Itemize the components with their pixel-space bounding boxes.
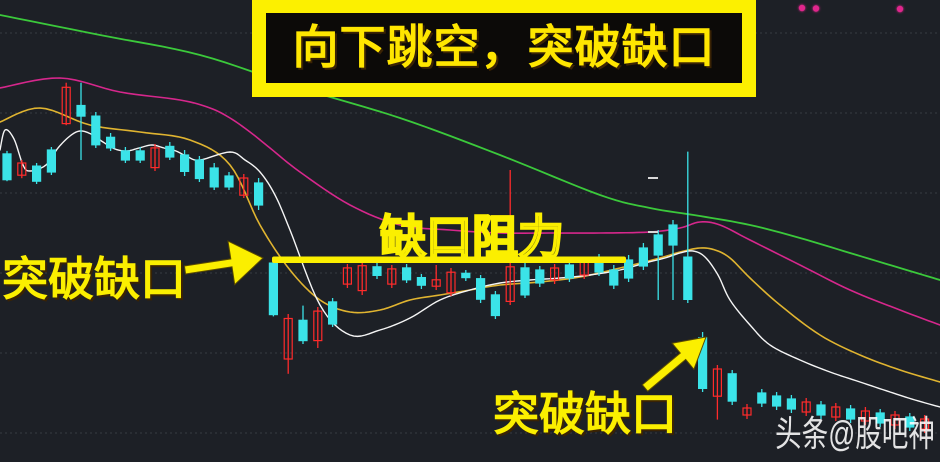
- svg-text:头条@股吧神: 头条@股吧神: [775, 413, 935, 454]
- svg-text:突破缺口: 突破缺口: [493, 388, 677, 440]
- svg-text:突破缺口: 突破缺口: [2, 253, 186, 305]
- svg-text:向下跳空，突破缺口: 向下跳空，突破缺口: [293, 21, 716, 73]
- svg-text:缺口阻力: 缺口阻力: [380, 211, 564, 263]
